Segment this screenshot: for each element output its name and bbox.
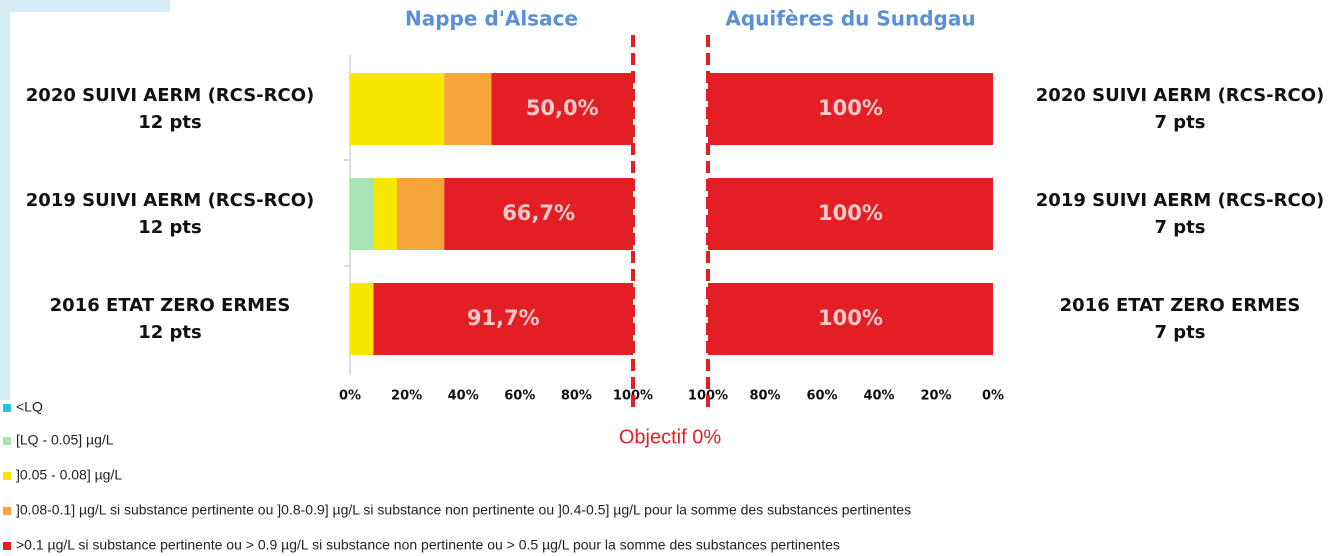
- bar-segment: [350, 178, 374, 250]
- edge-decoration: [0, 0, 170, 12]
- x-tick-label: 80%: [561, 389, 592, 404]
- bar-segment: [396, 178, 445, 250]
- value-label: 100%: [818, 201, 883, 225]
- legend-label: ]0.05 - 0.08] µg/L: [16, 467, 122, 483]
- bar-segment: [444, 73, 492, 145]
- bar-segment: [444, 178, 633, 250]
- legend-swatch: [3, 507, 11, 515]
- category-label: 7 pts: [1155, 322, 1206, 343]
- category-label: 12 pts: [138, 112, 202, 133]
- category-label: 2019 SUIVI AERM (RCS-RCO): [1036, 190, 1324, 211]
- legend-swatch: [3, 437, 11, 445]
- x-tick-label: 20%: [920, 389, 951, 404]
- category-label: 12 pts: [138, 322, 202, 343]
- chart-title: Nappe d'Alsace: [405, 7, 578, 31]
- legend-label: >0.1 µg/L si substance pertinente ou > 0…: [16, 537, 840, 553]
- legend-label: ]0.08-0.1] µg/L si substance pertinente …: [16, 502, 911, 518]
- category-label: 12 pts: [138, 217, 202, 238]
- x-tick-label: 80%: [749, 389, 780, 404]
- x-tick-label: 20%: [391, 389, 422, 404]
- legend-label: [LQ - 0.05] µg/L: [16, 432, 114, 448]
- bar-segment: [491, 73, 633, 145]
- x-tick-label: 40%: [863, 389, 894, 404]
- value-label: 91,7%: [467, 306, 540, 330]
- x-tick-label: 40%: [448, 389, 479, 404]
- category-label: 7 pts: [1155, 112, 1206, 133]
- bar-segment: [708, 283, 993, 355]
- value-label: 66,7%: [502, 201, 575, 225]
- x-tick-label: 60%: [806, 389, 837, 404]
- legend-label: <LQ: [16, 399, 43, 415]
- x-tick-label: 0%: [339, 389, 361, 404]
- legend-swatch: [3, 542, 11, 550]
- bar-segment: [373, 283, 633, 355]
- x-tick-label: 0%: [982, 389, 1004, 404]
- x-tick-label: 60%: [504, 389, 535, 404]
- bar-segment: [708, 178, 993, 250]
- bar-segment: [373, 178, 397, 250]
- category-label: 2016 ETAT ZERO ERMES: [1060, 295, 1301, 316]
- category-label: 2016 ETAT ZERO ERMES: [50, 295, 291, 316]
- category-label: 7 pts: [1155, 217, 1206, 238]
- bar-segment: [350, 73, 445, 145]
- annotation: Objectif 0%: [619, 426, 721, 448]
- edge-decoration: [0, 0, 10, 400]
- value-label: 50,0%: [526, 96, 599, 120]
- category-label: 2020 SUIVI AERM (RCS-RCO): [1036, 85, 1324, 106]
- bar-segment: [350, 283, 374, 355]
- legend-swatch: [3, 404, 11, 412]
- category-label: 2020 SUIVI AERM (RCS-RCO): [26, 85, 314, 106]
- category-label: 2019 SUIVI AERM (RCS-RCO): [26, 190, 314, 211]
- value-label: 100%: [818, 306, 883, 330]
- chart-title: Aquifères du Sundgau: [725, 7, 975, 31]
- legend-swatch: [3, 472, 11, 480]
- value-label: 100%: [818, 96, 883, 120]
- bar-segment: [708, 73, 993, 145]
